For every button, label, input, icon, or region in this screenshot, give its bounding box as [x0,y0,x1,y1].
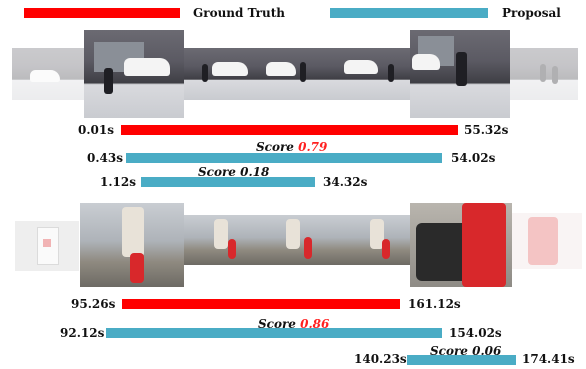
row1-proposal2-bar [141,177,315,187]
score-prefix: Score [198,165,241,179]
video-frame [80,203,184,287]
video-frame [15,221,79,271]
video-frame [510,48,578,100]
row1-proposal1-score: Score 0.79 [256,140,327,154]
row1-ground-truth-bar [121,125,458,135]
row2-proposal2-bar [407,355,516,365]
video-frame [410,203,512,287]
row1-proposal2-end: 34.32s [323,175,368,189]
row2-proposal1-start: 92.12s [60,326,105,340]
score-value: 0.86 [300,317,330,331]
video-frame [184,48,260,100]
video-frame [334,215,410,265]
score-value: 0.18 [240,165,270,179]
row1-proposal1-bar [126,153,442,163]
video-frame [12,48,84,100]
row2-proposal2-score: Score 0.06 [430,344,501,358]
legend-ground-truth-swatch [24,8,180,18]
row2-proposal1-bar [106,328,442,338]
row2-ground-truth-end: 161.12s [408,297,461,311]
row1-proposal2-score: Score 0.18 [198,165,269,179]
row1-ground-truth-end: 55.32s [464,123,509,137]
row2-proposal1-score: Score 0.86 [258,317,329,331]
legend-proposal-label: Proposal [502,6,561,20]
legend-proposal-swatch [330,8,488,18]
row1-proposal1-start: 0.43s [87,151,123,165]
video-frame [512,213,582,269]
row2-proposal2-end: 174.41s [522,352,575,366]
score-value: 0.79 [298,140,328,154]
row1-proposal1-end: 54.02s [451,151,496,165]
row1-proposal2-start: 1.12s [100,175,136,189]
row2-proposal1-end: 154.02s [449,326,502,340]
video-frame [184,215,258,265]
video-frame [258,215,334,265]
row1-ground-truth-start: 0.01s [78,123,114,137]
row2-proposal2-start: 140.23s [354,352,407,366]
score-prefix: Score [258,317,301,331]
video-frame [84,30,184,118]
legend-ground-truth-label: Ground Truth [193,6,285,20]
row2-ground-truth-start: 95.26s [71,297,116,311]
video-frame [260,48,338,100]
score-prefix: Score [430,344,473,358]
score-value: 0.06 [472,344,502,358]
video-frame [338,48,410,100]
score-prefix: Score [256,140,299,154]
row2-ground-truth-bar [122,299,400,309]
video-frame [410,30,510,118]
